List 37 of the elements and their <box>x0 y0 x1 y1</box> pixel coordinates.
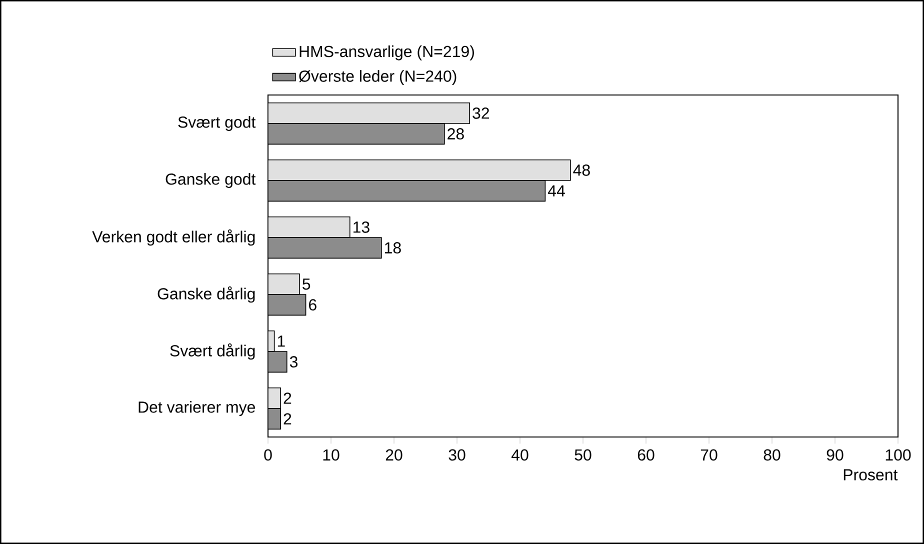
x-tick-label: 30 <box>448 449 466 461</box>
data-label: 28 <box>448 128 464 140</box>
data-label: 18 <box>385 242 401 254</box>
x-axis-title: Prosent <box>844 469 898 480</box>
y-tick-label: Svært godt <box>178 116 256 131</box>
y-tick-label: Ganske dårlig <box>158 286 255 303</box>
x-tick-label: 80 <box>764 449 780 461</box>
x-tick-label: 60 <box>638 449 654 461</box>
data-label: 2 <box>284 413 292 424</box>
data-label: 44 <box>548 185 565 196</box>
y-tick-label: Ganske godt <box>166 173 256 188</box>
data-label: 2 <box>284 392 292 404</box>
x-tick-label: 100 <box>886 449 911 461</box>
x-tick-label: 0 <box>264 449 272 461</box>
bar <box>268 237 382 259</box>
x-tick-label: 10 <box>323 449 340 461</box>
legend-label: Øverste leder (N=240) <box>299 70 456 85</box>
data-label: 13 <box>354 222 370 233</box>
data-label: 48 <box>573 164 590 176</box>
data-label: 32 <box>472 108 489 119</box>
x-tick-label: 20 <box>386 449 402 461</box>
x-tick-label: 50 <box>574 449 592 461</box>
y-tick-label: Det varierer mye <box>138 401 255 416</box>
x-tick-label: 90 <box>826 449 844 461</box>
bar <box>268 294 306 316</box>
data-label: 3 <box>290 356 298 368</box>
legend-label: HMS-ansvarlige (N=219) <box>300 45 474 60</box>
x-tick-label: 70 <box>700 449 718 461</box>
bar <box>268 351 288 373</box>
bar <box>268 180 546 202</box>
y-tick-label: Verken godt eller dårlig <box>92 229 255 246</box>
data-label: 5 <box>302 278 310 290</box>
bar <box>268 123 445 145</box>
data-label: 6 <box>309 299 316 310</box>
data-label: 1 <box>278 336 285 347</box>
y-tick-label: Svært dårlig <box>170 343 255 360</box>
x-tick-label: 40 <box>511 449 528 461</box>
